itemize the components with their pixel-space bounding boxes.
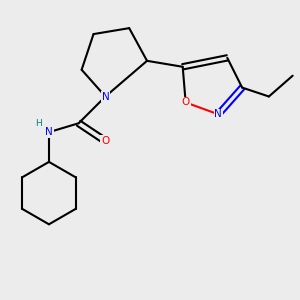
Text: N: N: [214, 109, 222, 119]
Text: H: H: [35, 119, 42, 128]
Text: N: N: [101, 92, 109, 101]
Text: O: O: [101, 136, 110, 146]
Text: O: O: [182, 98, 190, 107]
Text: N: N: [45, 127, 53, 137]
